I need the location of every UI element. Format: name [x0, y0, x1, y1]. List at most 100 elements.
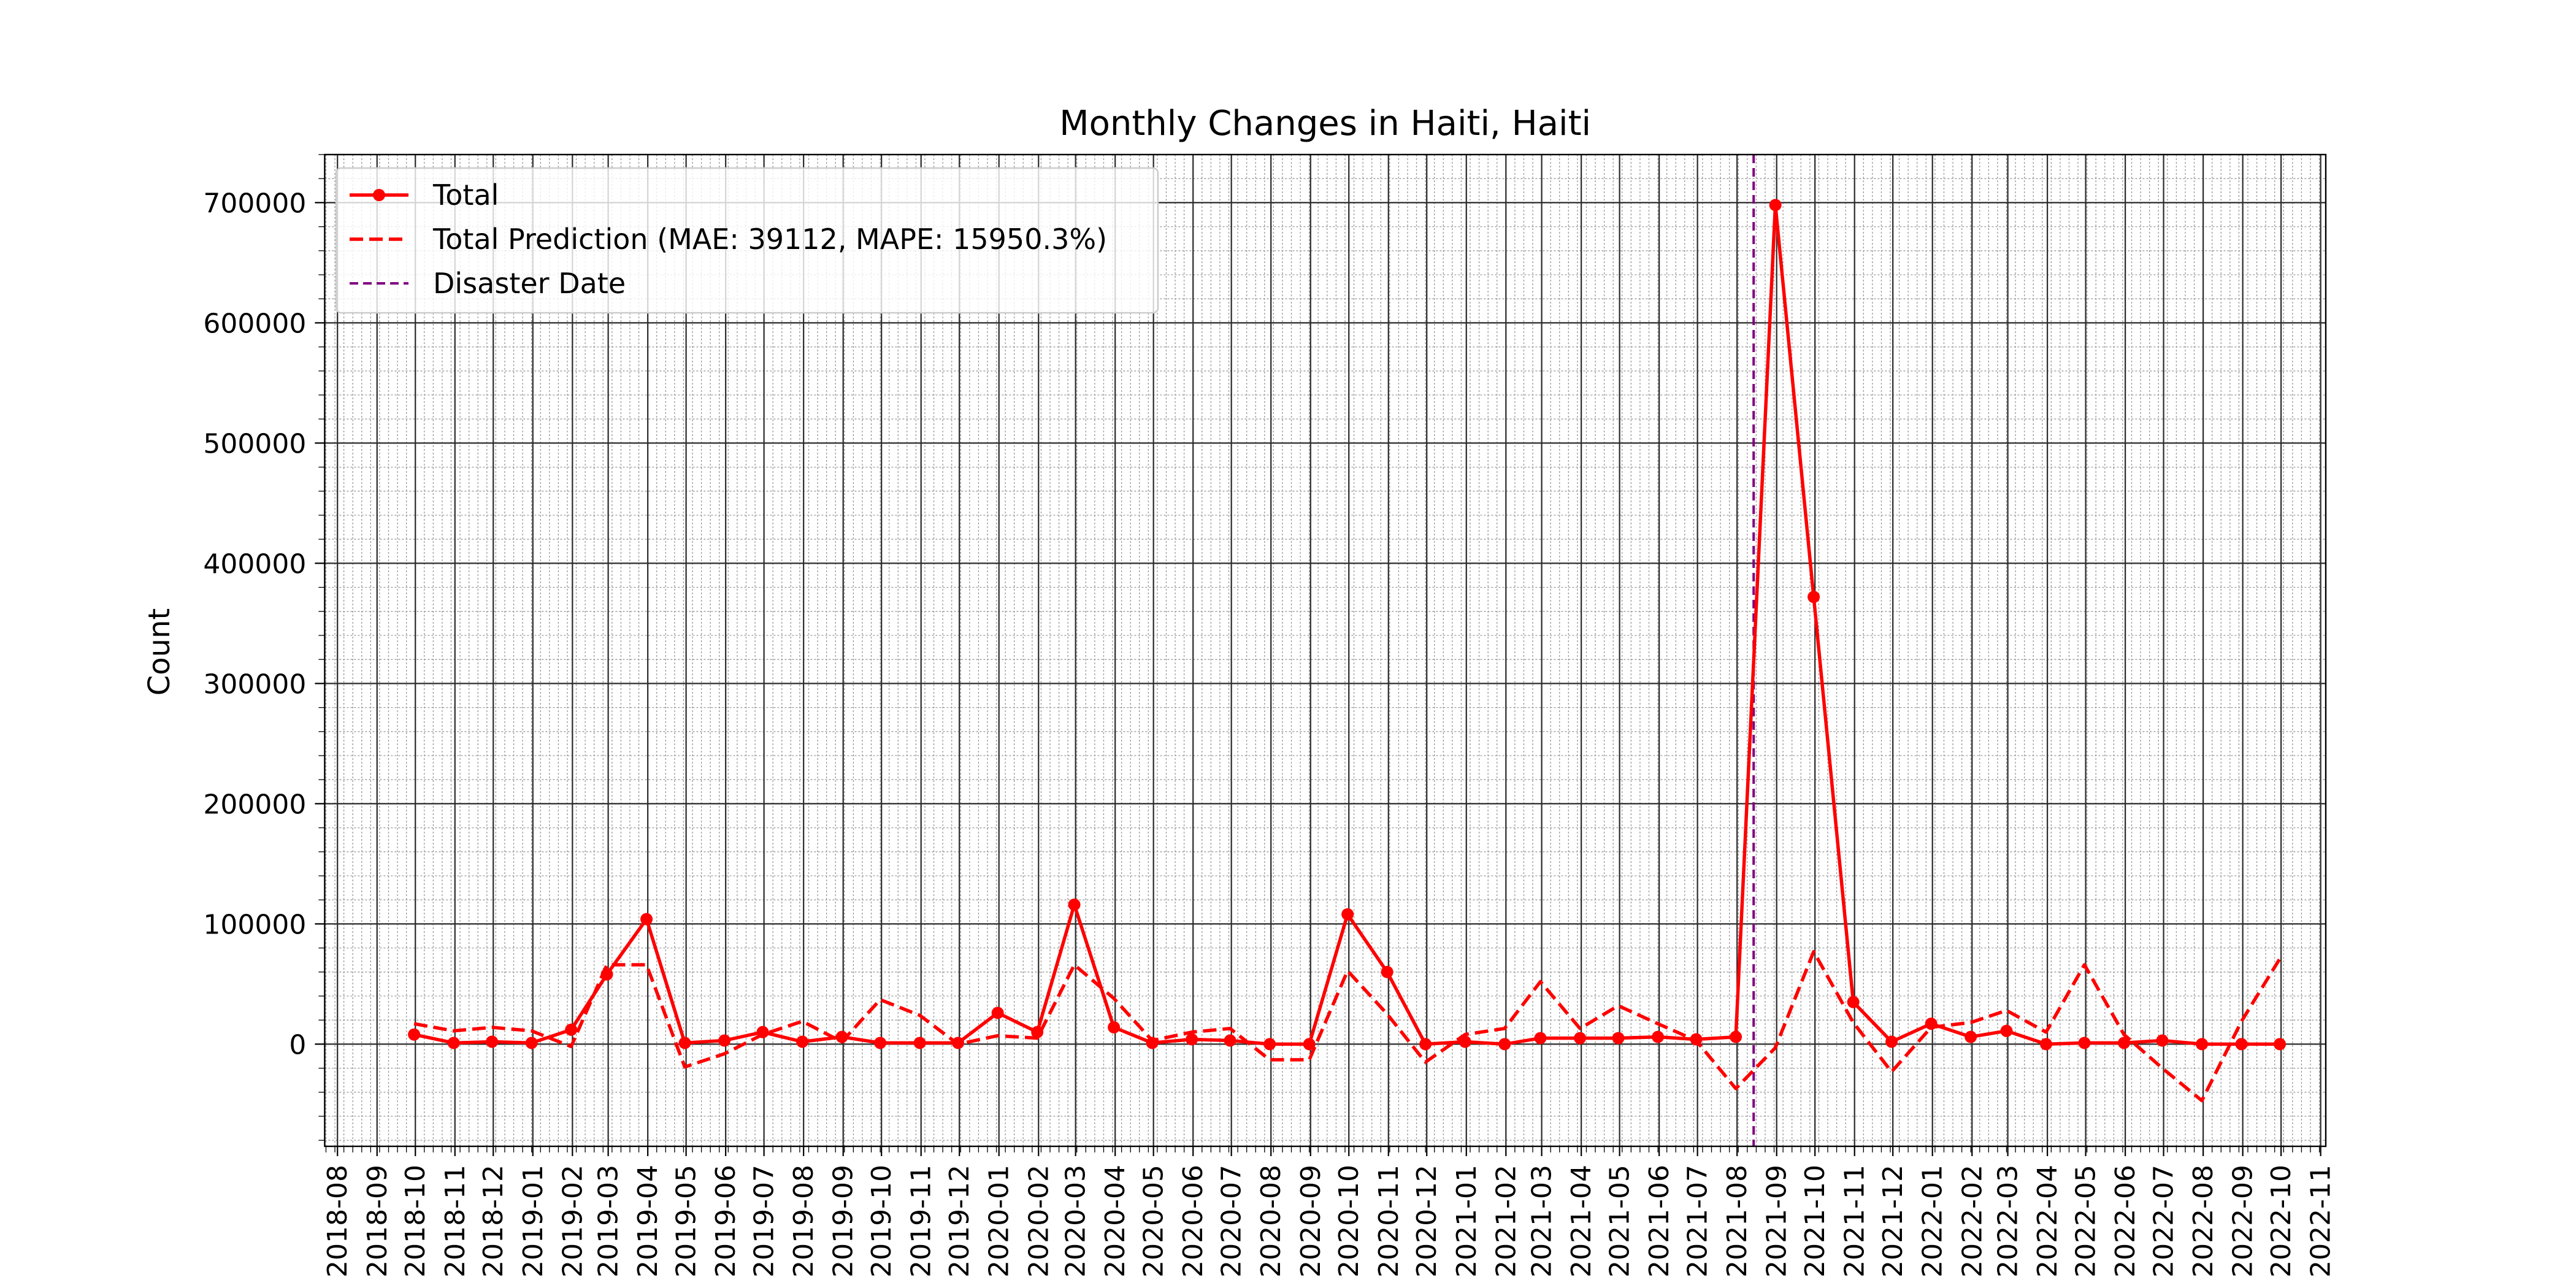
x-tick-label: 2020-03 [1060, 1165, 1092, 1278]
x-tick-label: 2021-02 [1490, 1165, 1522, 1278]
legend-marker [373, 189, 385, 201]
x-tick-label: 2019-04 [632, 1165, 664, 1278]
total-data-point [913, 1037, 926, 1049]
total-data-point [2196, 1038, 2209, 1051]
x-tick-label: 2019-03 [593, 1165, 624, 1278]
x-tick-label: 2018-08 [322, 1165, 353, 1278]
total-data-point [1341, 908, 1354, 921]
total-data-point [1885, 1035, 1898, 1048]
total-data-point [1498, 1038, 1511, 1051]
total-data-point [1612, 1032, 1625, 1045]
x-tick-label: 2022-10 [2266, 1165, 2297, 1278]
total-data-point [1847, 995, 1860, 1008]
total-data-point [874, 1037, 887, 1049]
total-data-point [796, 1035, 809, 1048]
x-tick-label: 2020-01 [984, 1165, 1015, 1278]
x-tick-label: 2019-02 [557, 1165, 588, 1278]
total-data-point [2040, 1038, 2053, 1051]
total-data-point [991, 1006, 1004, 1019]
x-tick-label: 2022-06 [2110, 1165, 2141, 1278]
total-data-point [1068, 899, 1081, 911]
total-data-point [1186, 1033, 1198, 1046]
legend-label: Total Prediction (MAE: 39112, MAPE: 1595… [432, 223, 1107, 256]
x-tick-label: 2019-08 [788, 1165, 819, 1278]
x-tick-label: 2018-11 [440, 1165, 471, 1278]
total-data-point [1263, 1038, 1276, 1051]
x-tick-label: 2019-05 [671, 1165, 702, 1278]
x-tick-label: 2019-07 [749, 1165, 780, 1278]
total-data-point [640, 913, 653, 926]
total-data-point [408, 1028, 421, 1041]
plot-frame [324, 153, 2327, 1148]
x-tick-label: 2018-10 [400, 1165, 431, 1278]
x-tick-label: 2022-11 [2306, 1165, 2337, 1278]
x-tick-label: 2022-04 [2032, 1165, 2063, 1278]
y-tick-label: 600000 [203, 308, 306, 339]
x-tick-label: 2022-09 [2228, 1165, 2259, 1278]
x-tick-label: 2020-04 [1100, 1165, 1131, 1278]
y-tick-label: 500000 [203, 428, 306, 459]
x-tick-label: 2022-01 [1917, 1165, 1949, 1278]
x-tick-label: 2022-05 [2071, 1165, 2102, 1278]
x-tick-label: 2022-03 [1993, 1165, 2024, 1278]
x-tick-label: 2021-07 [1682, 1165, 1714, 1278]
x-tick-label: 2021-05 [1604, 1165, 1636, 1278]
total-data-point [678, 1037, 691, 1049]
series-layer [408, 199, 2287, 1103]
x-tick-label: 2021-06 [1644, 1165, 1675, 1278]
total-data-point [2118, 1037, 2131, 1049]
x-tick-label: 2019-11 [906, 1165, 937, 1278]
x-tick-label: 2020-02 [1023, 1165, 1054, 1278]
total-data-point [2156, 1034, 2169, 1047]
x-tick-label: 2021-10 [1800, 1165, 1831, 1278]
x-tick-label: 2021-11 [1839, 1165, 1871, 1278]
total-data-point [1303, 1038, 1316, 1051]
y-axis-label: Count [142, 608, 177, 696]
x-tick-label: 2020-08 [1255, 1165, 1287, 1278]
total-data-point [2000, 1024, 2013, 1037]
x-tick-label: 2021-12 [1877, 1165, 1909, 1278]
total-data-point [1730, 1030, 1742, 1043]
total-data-point [1534, 1032, 1547, 1045]
total-data-point [447, 1037, 460, 1049]
x-tick-label: 2022-08 [2188, 1165, 2219, 1278]
x-tick-label: 2021-09 [1761, 1165, 1793, 1278]
legend-box [335, 167, 1159, 314]
x-tick-label: 2020-09 [1295, 1165, 1327, 1278]
x-tick-label: 2021-01 [1451, 1165, 1482, 1278]
total-data-point [486, 1035, 499, 1048]
x-tick-label: 2021-08 [1722, 1165, 1753, 1278]
x-tick-label: 2019-12 [944, 1165, 975, 1278]
total-data-point [1224, 1034, 1236, 1047]
x-tick-label: 2022-07 [2149, 1165, 2180, 1278]
total-data-point [718, 1034, 731, 1047]
total-data-point [2235, 1038, 2248, 1051]
legend-label: Disaster Date [433, 267, 626, 300]
total-data-point [1419, 1038, 1432, 1051]
total-data-point [1769, 199, 1782, 212]
x-tick-label: 2021-04 [1566, 1165, 1597, 1278]
x-tick-label: 2020-06 [1178, 1165, 1209, 1278]
total-data-point [1108, 1021, 1121, 1033]
y-tick-label: 300000 [203, 669, 306, 700]
y-tick-label: 0 [289, 1029, 306, 1060]
total-data-point [525, 1037, 538, 1049]
axis-layer: 2018-08 2018-09 2018-10 2018-11 2018-12 2019-… [203, 154, 2337, 1278]
total-data-point [2078, 1037, 2091, 1049]
total-data-point [1381, 965, 1393, 978]
total-data-point [1807, 591, 1820, 604]
total-data-point [1574, 1032, 1587, 1045]
x-tick-label: 2020-05 [1138, 1165, 1170, 1278]
y-tick-label: 400000 [203, 548, 306, 580]
y-tick-label: 700000 [203, 188, 306, 219]
total-data-point [1652, 1030, 1665, 1043]
total-data-point [565, 1023, 578, 1036]
x-tick-label: 2019-10 [866, 1165, 897, 1278]
x-tick-label: 2022-02 [1957, 1165, 1988, 1278]
x-tick-label: 2019-09 [828, 1165, 859, 1278]
chart-title: Monthly Changes in Haiti, Haiti [1059, 104, 1591, 144]
x-tick-label: 2020-11 [1373, 1165, 1405, 1278]
y-tick-label: 100000 [203, 909, 306, 940]
x-tick-label: 2020-10 [1333, 1165, 1365, 1278]
